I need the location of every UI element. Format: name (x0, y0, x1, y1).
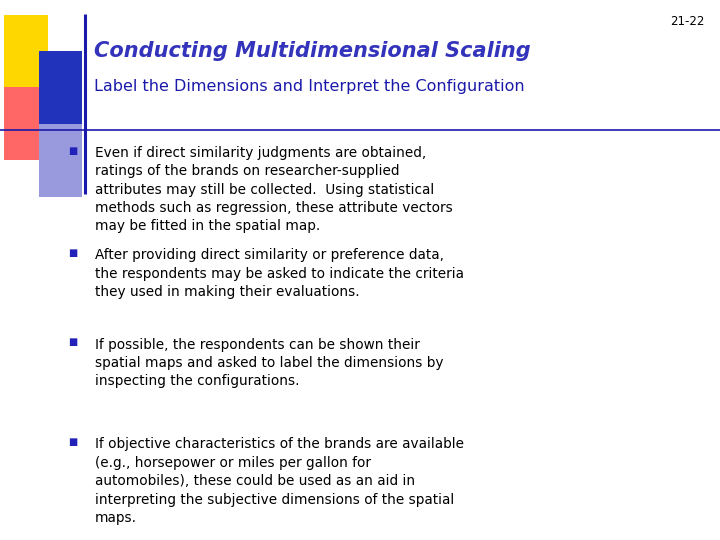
Bar (4, 87, 48, 160)
Text: 21-22: 21-22 (670, 15, 704, 28)
Text: Even if direct similarity judgments are obtained,
ratings of the brands on resea: Even if direct similarity judgments are … (95, 146, 453, 233)
Bar (39, 51, 82, 124)
Text: ■: ■ (68, 338, 78, 348)
Text: If possible, the respondents can be shown their
spatial maps and asked to label : If possible, the respondents can be show… (95, 338, 444, 388)
Text: ■: ■ (68, 146, 78, 156)
Text: After providing direct similarity or preference data,
the respondents may be ask: After providing direct similarity or pre… (95, 248, 464, 299)
Bar (39, 124, 82, 197)
Text: If objective characteristics of the brands are available
(e.g., horsepower or mi: If objective characteristics of the bran… (95, 437, 464, 525)
Text: Conducting Multidimensional Scaling: Conducting Multidimensional Scaling (94, 41, 531, 62)
Text: ■: ■ (68, 437, 78, 448)
Text: ■: ■ (68, 248, 78, 259)
Text: Label the Dimensions and Interpret the Configuration: Label the Dimensions and Interpret the C… (94, 79, 524, 94)
Bar (4, 15, 48, 87)
